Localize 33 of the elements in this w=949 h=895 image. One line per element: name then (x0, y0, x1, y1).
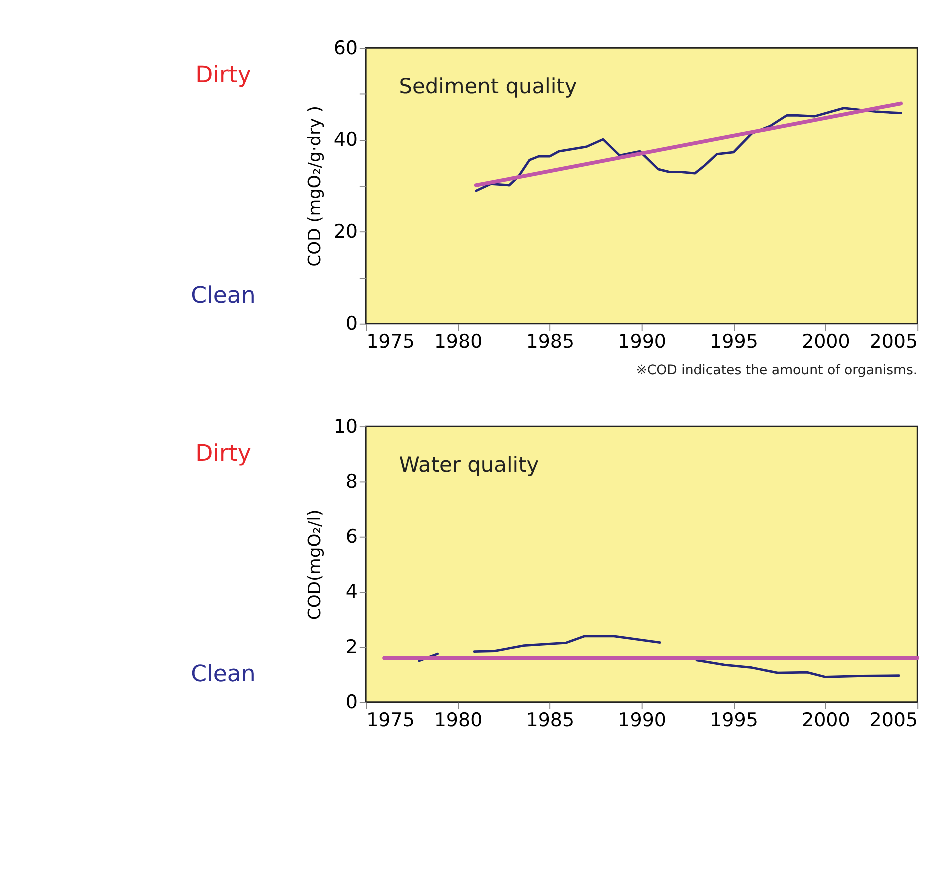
text: Sediment quality (399, 74, 578, 98)
text: Water quality (399, 452, 540, 477)
y-tick-label: 4 (346, 581, 358, 604)
x-tick-label: 2000 (802, 710, 850, 732)
y-tick-label: 60 (334, 37, 358, 60)
x-tick-label: 1975 (366, 331, 415, 354)
text: Dirty (196, 440, 252, 467)
x-tick-label: 1985 (526, 331, 575, 354)
y-axis-title: COD (mgO₂/g·dry ) (306, 106, 326, 267)
y-tick-label: 2 (346, 636, 358, 658)
y-tick-label: 10 (334, 416, 358, 438)
x-tick-label: 1980 (434, 710, 483, 732)
text: ※COD indicates the amount of organisms. (636, 363, 918, 378)
x-tick-label: 1995 (710, 331, 758, 354)
y-tick-label: 0 (346, 692, 358, 714)
x-tick-label: 2005 (870, 331, 918, 354)
x-tick-label: 1990 (618, 331, 667, 354)
y-tick-label: 8 (346, 470, 358, 493)
x-tick-label: 1980 (434, 331, 483, 354)
x-tick-label: 2000 (802, 331, 850, 354)
y-axis-title: COD(mgO₂/l) (306, 510, 326, 620)
y-tick-label: 0 (346, 313, 358, 336)
y-tick-label: 40 (334, 129, 358, 152)
x-tick-label: 1995 (710, 710, 758, 732)
text: Clean (191, 661, 256, 688)
y-tick-label: 6 (346, 526, 358, 548)
x-tick-label: 2005 (870, 710, 918, 732)
text: Clean (191, 282, 256, 309)
x-tick-label: 1990 (618, 710, 667, 732)
x-tick-label: 1985 (526, 710, 575, 732)
x-tick-label: 1975 (366, 710, 415, 732)
y-tick-label: 20 (334, 221, 358, 244)
text: Dirty (196, 62, 252, 88)
